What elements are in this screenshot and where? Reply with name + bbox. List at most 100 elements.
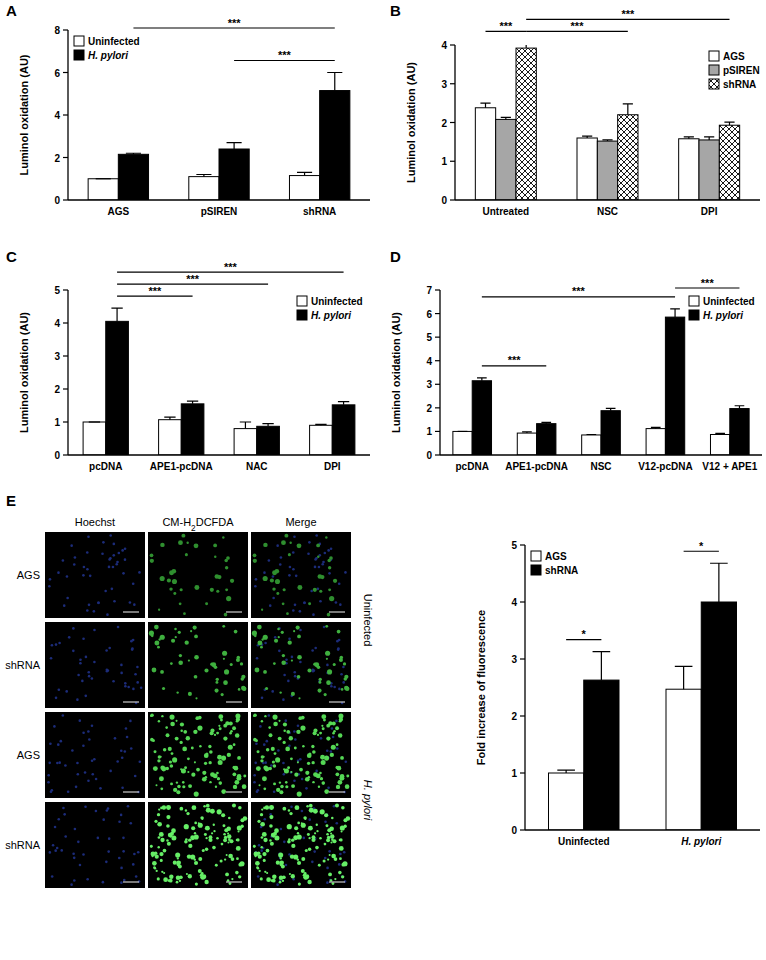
cell-signal <box>290 757 293 760</box>
error-bar <box>89 421 100 422</box>
nucleus <box>135 875 138 878</box>
tick-label: 4 <box>511 597 517 608</box>
cell-signal <box>329 827 333 831</box>
cell-signal <box>202 849 205 852</box>
panel-label: E <box>6 492 16 509</box>
nucleus <box>328 572 331 575</box>
category-label: Untreated <box>482 206 529 217</box>
cell-signal <box>169 874 174 879</box>
cell-signal <box>263 756 265 758</box>
nucleus <box>277 749 280 752</box>
cell-signal <box>192 805 197 810</box>
cell-signal <box>338 871 342 875</box>
cell-signal <box>325 651 330 656</box>
cell-signal <box>235 871 239 875</box>
cell-signal <box>321 760 326 765</box>
nucleus <box>274 636 277 639</box>
legend: UninfectedH. pylori <box>74 36 140 61</box>
cell-signal <box>313 809 318 814</box>
category-label: shRNA <box>303 206 336 217</box>
scale-bar <box>329 701 345 702</box>
cell-signal <box>180 741 183 744</box>
legend: AGSpSIRENshRNA <box>709 51 760 90</box>
cell-signal <box>204 753 209 758</box>
nucleus <box>264 761 267 764</box>
nucleus <box>114 737 117 740</box>
cell-signal <box>253 559 257 563</box>
cell-signal <box>227 841 229 843</box>
bar <box>219 149 249 200</box>
nucleus <box>51 875 54 878</box>
cell-signal <box>156 870 158 872</box>
cell-signal <box>193 730 197 734</box>
category-label: NSC <box>590 461 611 472</box>
nucleus <box>76 698 79 701</box>
cell-signal <box>202 777 207 782</box>
bar <box>472 381 491 455</box>
category-label: Uninfected <box>558 836 610 847</box>
cell-signal <box>341 831 343 833</box>
legend-label: AGS <box>723 51 745 62</box>
cell-signal <box>162 687 165 690</box>
cell-signal <box>263 670 267 674</box>
cell-signal <box>320 809 325 814</box>
nucleus <box>122 850 125 853</box>
cell-signal <box>253 845 256 848</box>
nucleus <box>63 604 66 607</box>
nucleus <box>129 601 132 604</box>
nucleus <box>118 820 121 823</box>
cell-signal <box>334 857 338 861</box>
cell-signal <box>284 768 289 773</box>
bar <box>577 138 597 200</box>
cell-signal <box>210 662 213 665</box>
cell-signal <box>202 771 206 775</box>
cell-signal <box>344 686 348 690</box>
nucleus <box>115 563 118 566</box>
tick-mark <box>435 384 440 385</box>
cell-signal <box>336 743 339 746</box>
cell-signal <box>291 874 295 878</box>
nucleus <box>260 849 263 852</box>
category-label: DPI <box>701 206 718 217</box>
nucleus <box>112 554 115 557</box>
cell-signal <box>337 630 341 634</box>
cell-signal <box>178 631 181 634</box>
cell-signal <box>150 713 154 717</box>
cell-signal <box>236 846 241 851</box>
cell-signal <box>239 861 244 866</box>
cell-signal <box>155 784 157 786</box>
cell-signal <box>261 609 263 611</box>
category-label: V12 + APE1 <box>702 461 757 472</box>
tick-mark <box>520 601 525 602</box>
nucleus <box>335 601 338 604</box>
error-bar <box>582 136 592 138</box>
nucleus <box>324 857 327 860</box>
tick-label: 1 <box>426 426 432 437</box>
nucleus <box>338 688 341 691</box>
nucleus <box>91 773 94 776</box>
cell-signal <box>278 737 282 741</box>
nucleus <box>117 626 120 629</box>
micrograph <box>45 802 145 888</box>
nucleus <box>102 818 105 821</box>
cell-signal <box>294 773 298 777</box>
cell-signal <box>271 879 274 882</box>
cell-signal <box>210 588 214 592</box>
cell-signal <box>151 635 154 638</box>
cell-signal <box>309 808 314 813</box>
nucleus <box>67 790 70 793</box>
error-bar <box>480 103 490 108</box>
nucleus <box>283 841 286 844</box>
cell-signal <box>294 747 297 750</box>
cell-signal <box>272 715 277 720</box>
cell-signal <box>197 726 202 731</box>
bar <box>618 115 638 200</box>
cell-signal <box>179 880 181 882</box>
nucleus <box>311 861 314 864</box>
cell-signal <box>291 659 293 661</box>
nucleus <box>108 837 111 840</box>
category-label: NSC <box>597 206 618 217</box>
nucleus <box>58 761 61 764</box>
cell-signal <box>330 753 334 757</box>
cell-signal <box>266 872 268 874</box>
